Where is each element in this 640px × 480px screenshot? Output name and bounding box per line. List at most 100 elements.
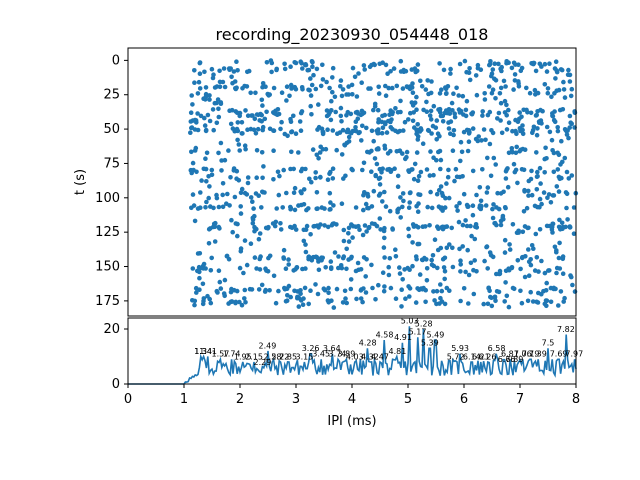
spike-point [363,290,369,295]
spike-point [195,127,201,133]
spike-point [214,192,219,198]
spike-point [507,247,513,252]
spike-point [400,86,406,91]
peak-label: 7.39 [529,350,547,359]
spike-point [332,94,338,100]
spike-point [192,68,197,73]
spike-point [366,205,371,211]
spike-point [338,113,344,119]
spike-point [407,200,413,205]
spike-point [450,148,456,153]
spike-point [416,241,422,247]
spike-point [455,208,460,213]
spike-point [437,133,442,139]
spike-point [301,187,307,192]
spike-point [426,91,431,97]
spike-point [271,85,277,91]
spike-point [192,218,198,224]
spike-point [446,120,451,125]
spike-point [413,69,419,75]
spike-point [363,201,369,207]
spike-point [493,162,499,167]
spike-point [503,268,509,274]
spike-point [451,91,456,96]
spike-point [406,284,411,289]
spike-point [217,79,223,85]
spike-point [274,67,279,73]
spike-point [544,280,549,286]
spike-point [260,103,265,108]
spike-point [235,128,241,134]
spike-point [485,266,491,271]
spike-point [200,281,206,287]
spike-point [281,247,287,253]
spike-point [284,84,290,89]
spike-point [330,65,336,71]
spike-point [343,173,348,179]
spike-point [519,65,525,71]
spike-point [216,204,222,210]
spike-point [502,299,508,304]
spike-point [359,80,365,85]
spike-point [419,84,425,89]
spike-point [289,86,294,91]
spike-point [462,58,468,64]
spike-point [382,189,387,195]
spike-point [386,264,392,270]
spike-point [350,235,355,240]
spike-point [212,100,218,106]
spike-point [448,66,453,72]
spike-point [344,266,349,272]
spike-point [478,67,484,72]
spike-point [301,202,307,207]
spike-point [534,254,540,260]
spike-point [346,134,352,140]
spike-point [430,253,436,258]
spike-point [385,151,391,156]
spike-point [256,193,262,198]
spike-point [555,125,560,130]
spike-point [255,126,261,132]
spike-point [518,147,524,153]
peak-label: 7.97 [565,350,583,359]
spike-point [288,294,294,300]
spike-point [439,288,445,294]
spike-point [376,282,381,288]
spike-point [373,297,378,302]
spike-point [471,267,476,273]
spike-point [493,298,498,304]
spike-point [555,167,561,172]
spike-point [219,168,224,173]
spike-point [425,78,431,83]
spike-point [348,130,354,136]
spike-point [501,216,506,222]
spike-point [195,111,200,116]
spike-point [442,301,448,307]
spike-point [534,132,540,138]
spike-point [410,263,415,269]
peak-label: 3.89 [337,350,355,359]
spike-point [457,110,463,115]
spike-point [344,129,350,135]
spike-point [417,272,423,277]
histogram-x-tick-label: 5 [404,392,412,407]
spike-point [488,173,494,179]
spike-point [496,289,502,295]
peak-label: 6.76 [498,355,516,364]
spike-point [472,236,478,242]
spike-point [291,190,297,195]
spike-point [492,294,498,300]
spike-point [284,98,289,103]
spike-point [199,178,204,183]
spike-point [244,192,250,197]
spike-point [463,113,469,119]
spike-point [406,226,411,232]
spike-point [414,94,419,100]
spike-point [446,126,452,131]
spike-point [527,90,533,96]
spike-point [393,296,399,302]
spike-point [399,304,404,309]
spike-point [242,296,247,301]
spike-point [526,193,531,198]
spike-point [471,291,477,297]
